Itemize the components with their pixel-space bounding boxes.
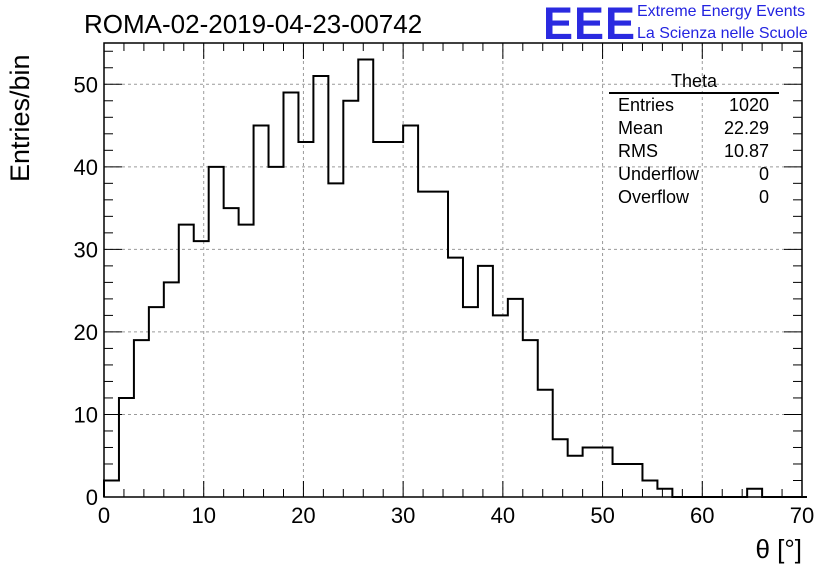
histogram-bin — [224, 208, 239, 497]
logo-line-2: La Scienza nelle Scuole — [637, 25, 808, 42]
histogram-bin — [403, 126, 418, 497]
histogram-bin — [657, 489, 672, 497]
histogram-bin — [388, 142, 403, 497]
histogram-bin — [269, 167, 284, 497]
histogram-bin — [493, 315, 508, 497]
histogram-bin — [194, 241, 209, 497]
histogram-bin — [747, 489, 762, 497]
histogram-bin — [448, 258, 463, 497]
histogram-bin — [433, 192, 448, 497]
x-axis-label: θ [°] — [755, 534, 802, 564]
histogram-bin — [254, 126, 269, 497]
histogram-bin — [418, 192, 433, 497]
histogram-bin — [553, 439, 568, 497]
stats-value: 0 — [758, 164, 769, 184]
stats-row-overflow: Overflow 0 — [609, 186, 779, 209]
histogram-bin — [538, 390, 553, 497]
histogram-bin — [583, 447, 598, 497]
histogram-bin — [642, 480, 657, 497]
y-tick-label: 0 — [86, 485, 98, 510]
histogram-bin — [463, 307, 478, 497]
histogram-bin — [628, 464, 643, 497]
stats-value: 10.87 — [723, 141, 769, 161]
stats-label: Entries — [618, 95, 675, 115]
stats-row-rms: RMS 10.87 — [609, 140, 779, 163]
stats-value: 0 — [758, 187, 769, 207]
histogram-bin — [283, 93, 298, 497]
x-tick-label: 70 — [790, 503, 814, 528]
histogram-bin — [358, 60, 373, 497]
histogram-bin — [104, 480, 119, 497]
x-tick-label: 20 — [291, 503, 315, 528]
y-axis-label: Entries/bin — [5, 54, 35, 182]
x-tick-label: 40 — [491, 503, 515, 528]
x-tick-label: 10 — [191, 503, 215, 528]
histogram-bin — [598, 447, 613, 497]
histogram-bin — [119, 398, 134, 497]
x-tick-label: 50 — [590, 503, 614, 528]
histogram-bin — [313, 76, 328, 497]
y-tick-label: 50 — [74, 72, 98, 97]
histogram-outline — [103, 58, 807, 498]
logo-line-1: Extreme Energy Events — [637, 3, 806, 20]
histogram-bin — [613, 464, 628, 497]
histogram-bin — [209, 167, 224, 497]
y-tick-label: 20 — [74, 320, 98, 345]
y-tick-label: 40 — [74, 155, 98, 180]
histogram-bin — [298, 142, 313, 497]
x-tick-label: 30 — [391, 503, 415, 528]
histogram-bin — [164, 282, 179, 497]
stats-label: Underflow — [618, 164, 700, 184]
histogram-bin — [508, 299, 523, 497]
stats-label: Mean — [618, 118, 664, 138]
stats-box: Theta Entries 1020 Mean 22.29 RMS 10.87 … — [609, 70, 779, 209]
stats-title: Theta — [609, 70, 779, 94]
histogram-bin — [343, 101, 358, 497]
histogram-bin — [328, 183, 343, 497]
stats-label: RMS — [618, 141, 658, 161]
stats-value: 22.29 — [723, 118, 769, 138]
histogram-bin — [478, 266, 493, 497]
histogram-bin — [239, 225, 254, 497]
stats-value: 1020 — [728, 95, 769, 115]
stats-label: Overflow — [618, 187, 690, 207]
stats-row-mean: Mean 22.29 — [609, 117, 779, 140]
stats-row-entries: Entries 1020 — [609, 94, 779, 117]
plot-frame — [103, 42, 803, 498]
histogram-bin — [134, 340, 149, 497]
eee-logo: EEE — [543, 0, 637, 49]
histogram-bin — [373, 142, 388, 497]
histogram-bin — [523, 340, 538, 497]
y-tick-label: 10 — [74, 402, 98, 427]
stats-row-underflow: Underflow 0 — [609, 163, 779, 186]
x-tick-label: 60 — [690, 503, 714, 528]
histogram-bin — [568, 456, 583, 497]
histogram-bin — [149, 307, 164, 497]
x-tick-label: 0 — [98, 503, 110, 528]
histogram-bin — [179, 225, 194, 497]
y-tick-label: 30 — [74, 237, 98, 262]
run-title: ROMA-02-2019-04-23-00742 — [84, 9, 423, 39]
